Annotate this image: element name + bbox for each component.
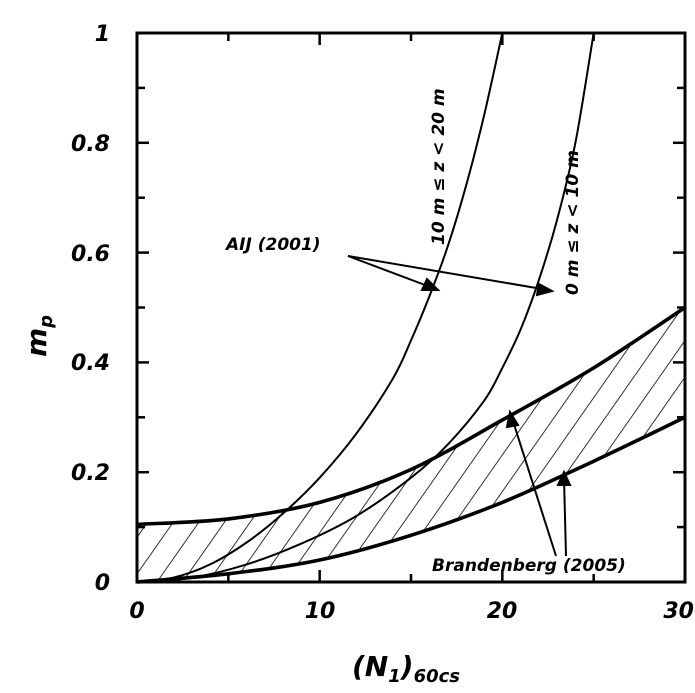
- series-label-shallow: 0 m ≤ z < 10 m: [563, 150, 583, 295]
- y-tick-label: 0.2: [71, 461, 110, 486]
- x-tick-label: 30: [663, 599, 694, 624]
- series-line-deep: [137, 33, 504, 582]
- aij-arrow-deep: [347, 255, 434, 289]
- y-tick-label: 0.6: [71, 242, 110, 267]
- brandenberg-lower-line: [136, 415, 686, 584]
- y-tick-label: 0.8: [71, 132, 110, 157]
- brandenberg-annotation: Brandenberg (2005): [432, 556, 626, 576]
- x-tick-label: 10: [305, 599, 336, 624]
- y-tick-label: 0: [95, 571, 110, 596]
- y-tick-label: 0.4: [71, 351, 110, 376]
- y-axis-title: mp: [20, 315, 57, 357]
- x-tick-label: 0: [129, 599, 144, 624]
- y-tick-label: 1: [95, 22, 110, 47]
- x-axis-title: (N1)60cs: [352, 650, 460, 687]
- x-tick-labels: 0 10 20 30: [129, 599, 694, 624]
- arrowhead: [535, 282, 555, 297]
- brandenberg-upper-line: [136, 306, 686, 527]
- aij-annotation: AIJ (2001): [224, 235, 321, 255]
- arrowhead: [420, 277, 441, 291]
- x-tick-label: 20: [487, 599, 518, 624]
- tick-layer: [135, 31, 687, 584]
- arrowhead: [505, 409, 520, 429]
- brandenberg-arrow-upper: [511, 417, 557, 557]
- brandenberg-band-fill: [137, 307, 685, 582]
- brandenberg-arrow-lower: [563, 477, 567, 557]
- series-label-deep: 10 m ≤ z < 20 m: [429, 88, 449, 245]
- arrows: [347, 255, 572, 557]
- arrowhead: [556, 469, 572, 486]
- series-line-shallow: [137, 33, 595, 582]
- series-layer: [137, 33, 595, 582]
- y-tick-labels: 1 0.8 0.6 0.4 0.2 0: [71, 22, 110, 596]
- aij-arrow-shallow: [347, 255, 549, 291]
